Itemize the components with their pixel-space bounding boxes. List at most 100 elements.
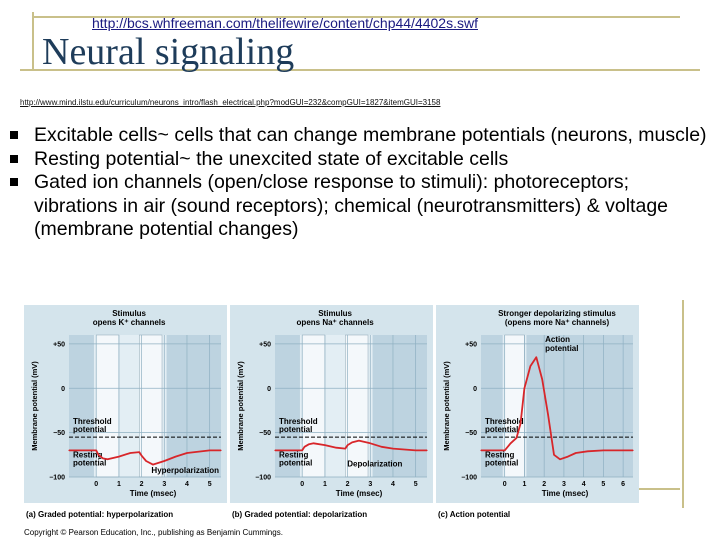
y-tick-label: 0 [267, 386, 271, 393]
curve-point [335, 447, 337, 449]
resting-label: Resting [279, 450, 308, 459]
curve-point [301, 449, 303, 451]
curve-point [186, 452, 188, 454]
curve-point [358, 440, 360, 442]
bullet-square-icon [10, 178, 18, 186]
curve-point [351, 441, 353, 443]
stimulus-band [345, 334, 369, 478]
chart-svg: +50 0 −50 −100 0 1 2 3 4 5 6 Time (msec) Membrane po… [436, 305, 639, 503]
x-tick-label: 5 [414, 481, 418, 488]
x-tick-label: 1 [323, 481, 327, 488]
curve-point [303, 446, 306, 448]
resting-label: potential [485, 458, 518, 467]
curve-point [426, 449, 428, 451]
curve-point [529, 365, 531, 367]
curve-point [632, 449, 634, 451]
curve-point [541, 378, 543, 380]
x-tick-label: 0 [300, 481, 304, 488]
x-axis-label: Time (msec) [336, 489, 383, 498]
curve-point [567, 455, 569, 458]
graph-depolarization: +50 0 −50 −100 0 1 2 3 4 5 Time (msec) Membrane pot… [230, 305, 433, 503]
curve-point [602, 449, 604, 451]
x-tick-label: 2 [346, 481, 350, 488]
x-tick-label: 2 [140, 481, 144, 488]
bullet-list: Excitable cells~ cells that can change m… [10, 124, 710, 242]
curve-point [129, 452, 131, 454]
x-tick-label: 1 [117, 481, 121, 488]
curve-point [515, 437, 518, 439]
copyright-credit: Copyright © Pearson Education, Inc., pub… [24, 528, 283, 537]
top-link[interactable]: http://bcs.whfreeman.com/thelifewire/con… [92, 15, 478, 31]
x-tick-label: 1 [522, 481, 526, 488]
curve-point [220, 449, 222, 451]
curve-point [415, 449, 417, 451]
curve-point [504, 449, 506, 451]
resting-label: Resting [73, 450, 102, 459]
curve-point [274, 449, 276, 451]
sub-link[interactable]: http://www.mind.ilstu.edu/curriculum/neu… [20, 98, 441, 107]
feature-label: potential [545, 344, 578, 353]
stimulus-label: Stronger depolarizing stimulus [498, 309, 616, 318]
curve-point [209, 449, 211, 451]
curve-point [95, 449, 97, 451]
y-tick-label: −100 [49, 475, 65, 482]
curve-point [163, 460, 165, 462]
curve-point [535, 356, 537, 358]
feature-label: Action [545, 335, 570, 344]
y-axis-label: Membrane potential (mV) [30, 361, 39, 451]
curve-point [106, 458, 109, 460]
x-axis-label: Time (msec) [130, 489, 177, 498]
curve-point [152, 463, 154, 466]
bullet-square-icon [10, 131, 18, 139]
curve-point [547, 414, 549, 416]
curve-point [324, 444, 326, 446]
x-tick-label: 0 [94, 481, 98, 488]
y-tick-label: −50 [465, 430, 477, 437]
x-tick-label: 5 [601, 481, 605, 488]
curve-point [118, 455, 120, 458]
curve-point [480, 449, 482, 451]
y-axis-label: Membrane potential (mV) [236, 361, 245, 451]
x-tick-label: 0 [503, 481, 507, 488]
frame-line-bottom-right [600, 488, 680, 490]
y-tick-label: +50 [465, 341, 477, 348]
curve-point [553, 454, 555, 456]
curve-point [140, 455, 143, 457]
threshold-label: Threshold [485, 417, 524, 426]
y-tick-label: −50 [259, 430, 271, 437]
x-tick-label: 2 [542, 481, 546, 488]
frame-line-top [32, 16, 680, 18]
y-tick-label: +50 [259, 341, 271, 348]
y-tick-label: −100 [461, 475, 477, 482]
feature-label: Depolarization [347, 459, 402, 468]
x-tick-label: 3 [562, 481, 566, 488]
curve-point [138, 451, 140, 453]
threshold-label: potential [485, 425, 518, 434]
curve-point [622, 449, 624, 451]
resting-label: Resting [485, 450, 514, 459]
potential-curve [69, 449, 221, 466]
y-tick-label: −100 [255, 475, 271, 482]
bullet-item: Excitable cells~ cells that can change m… [10, 124, 710, 148]
bullet-text: Gated ion channels (open/close response … [34, 171, 669, 240]
curve-point [392, 448, 394, 450]
caption-b: (b) Graded potential: depolarization [232, 510, 368, 519]
x-tick-label: 5 [208, 481, 212, 488]
bullet-text: Resting potential~ the unexcited state o… [34, 147, 509, 170]
graph-hyperpolarization: +50 0 −50 −100 0 1 2 3 4 5 Time (msec) Membrane pot… [24, 305, 227, 503]
resting-label: potential [279, 458, 312, 467]
y-tick-label: −50 [53, 430, 65, 437]
chart-svg: +50 0 −50 −100 0 1 2 3 4 5 Time (msec) Membrane pot… [24, 305, 227, 503]
curve-point [102, 457, 104, 459]
x-tick-label: 4 [391, 481, 395, 488]
curve-point [575, 452, 577, 454]
curve-point [346, 444, 349, 446]
bullet-text: Excitable cells~ cells that can change m… [34, 124, 707, 146]
caption-c: (c) Action potential [438, 510, 511, 519]
membrane-potential-figure: +50 0 −50 −100 0 1 2 3 4 5 Time (msec) Membrane pot… [24, 305, 680, 540]
curve-point [523, 387, 526, 389]
stimulus-label: Stimulus [318, 309, 352, 318]
slide-title: Neural signaling [42, 31, 295, 73]
curve-point [145, 460, 147, 462]
threshold-label: Threshold [73, 417, 112, 426]
